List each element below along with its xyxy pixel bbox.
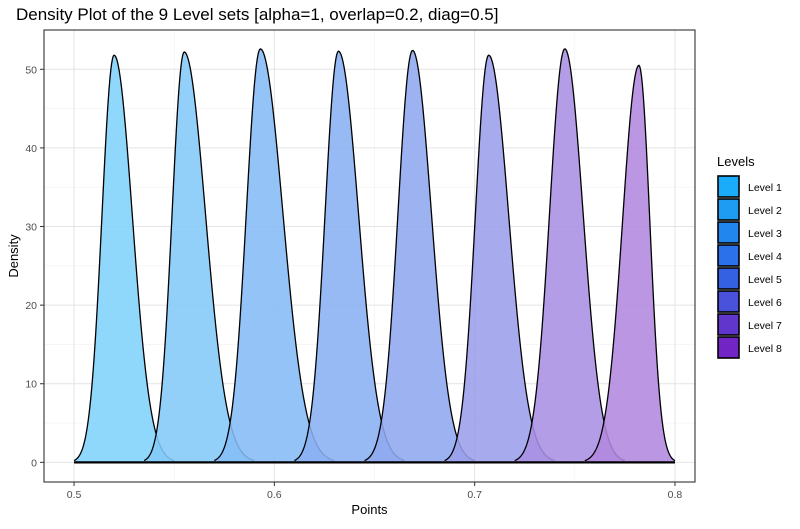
legend-label-level-1: Level 1 [748, 182, 782, 194]
legend-key-level-8 [717, 336, 740, 359]
y-tick-label: 30 [25, 222, 37, 234]
legend-key-level-3 [717, 221, 740, 244]
density-curves [73, 48, 676, 464]
legend-label-level-2: Level 2 [748, 205, 782, 217]
legend-key-level-4 [717, 244, 740, 267]
y-tick-label: 10 [25, 379, 37, 391]
axes: 0.5 0.6 0.7 0.8 0 10 20 30 40 50 [25, 64, 682, 501]
y-tick-label: 40 [25, 143, 37, 155]
density-area-level-7 [514, 48, 625, 463]
y-tick-label: 20 [25, 300, 37, 312]
legend-label-level-8: Level 8 [748, 343, 782, 355]
y-axis-label: Density [6, 234, 21, 278]
legend-key-level-1 [717, 175, 740, 198]
legend-key-level-6 [717, 290, 740, 313]
density-area-level-5 [364, 50, 475, 463]
legend: Levels Level 1 Level 2 Level 3 Level 4 Level… [717, 154, 782, 359]
x-axis-label: Points [351, 502, 388, 517]
chart-title: Density Plot of the 9 Level sets [alpha=… [16, 5, 498, 24]
legend-key-level-2 [717, 198, 740, 221]
x-tick-label: 0.5 [67, 489, 82, 501]
density-area-level-4 [294, 51, 405, 463]
legend-label-level-6: Level 6 [748, 297, 782, 309]
y-tick-label: 0 [31, 457, 37, 469]
plot-border [43, 29, 696, 483]
legend-key-level-5 [717, 267, 740, 290]
density-line-level-8 [584, 64, 676, 462]
legend-label-level-3: Level 3 [748, 228, 782, 240]
legend-label-level-7: Level 7 [748, 320, 782, 332]
legend-title: Levels [717, 154, 755, 169]
legend-label-level-5: Level 5 [748, 274, 782, 286]
legend-label-level-4: Level 4 [748, 251, 782, 263]
x-tick-label: 0.6 [267, 489, 282, 501]
x-tick-label: 0.7 [467, 489, 482, 501]
y-tick-label: 50 [25, 64, 37, 76]
density-area-level-6 [444, 55, 555, 463]
x-tick-label: 0.8 [668, 489, 683, 501]
density-line-level-5 [364, 49, 475, 462]
density-area-level-3 [214, 48, 335, 463]
density-area-level-2 [144, 52, 255, 463]
legend-key-level-7 [717, 313, 740, 336]
plot-panel [43, 29, 696, 483]
density-area-level-8 [584, 65, 675, 463]
density-area-level-1 [74, 55, 175, 463]
